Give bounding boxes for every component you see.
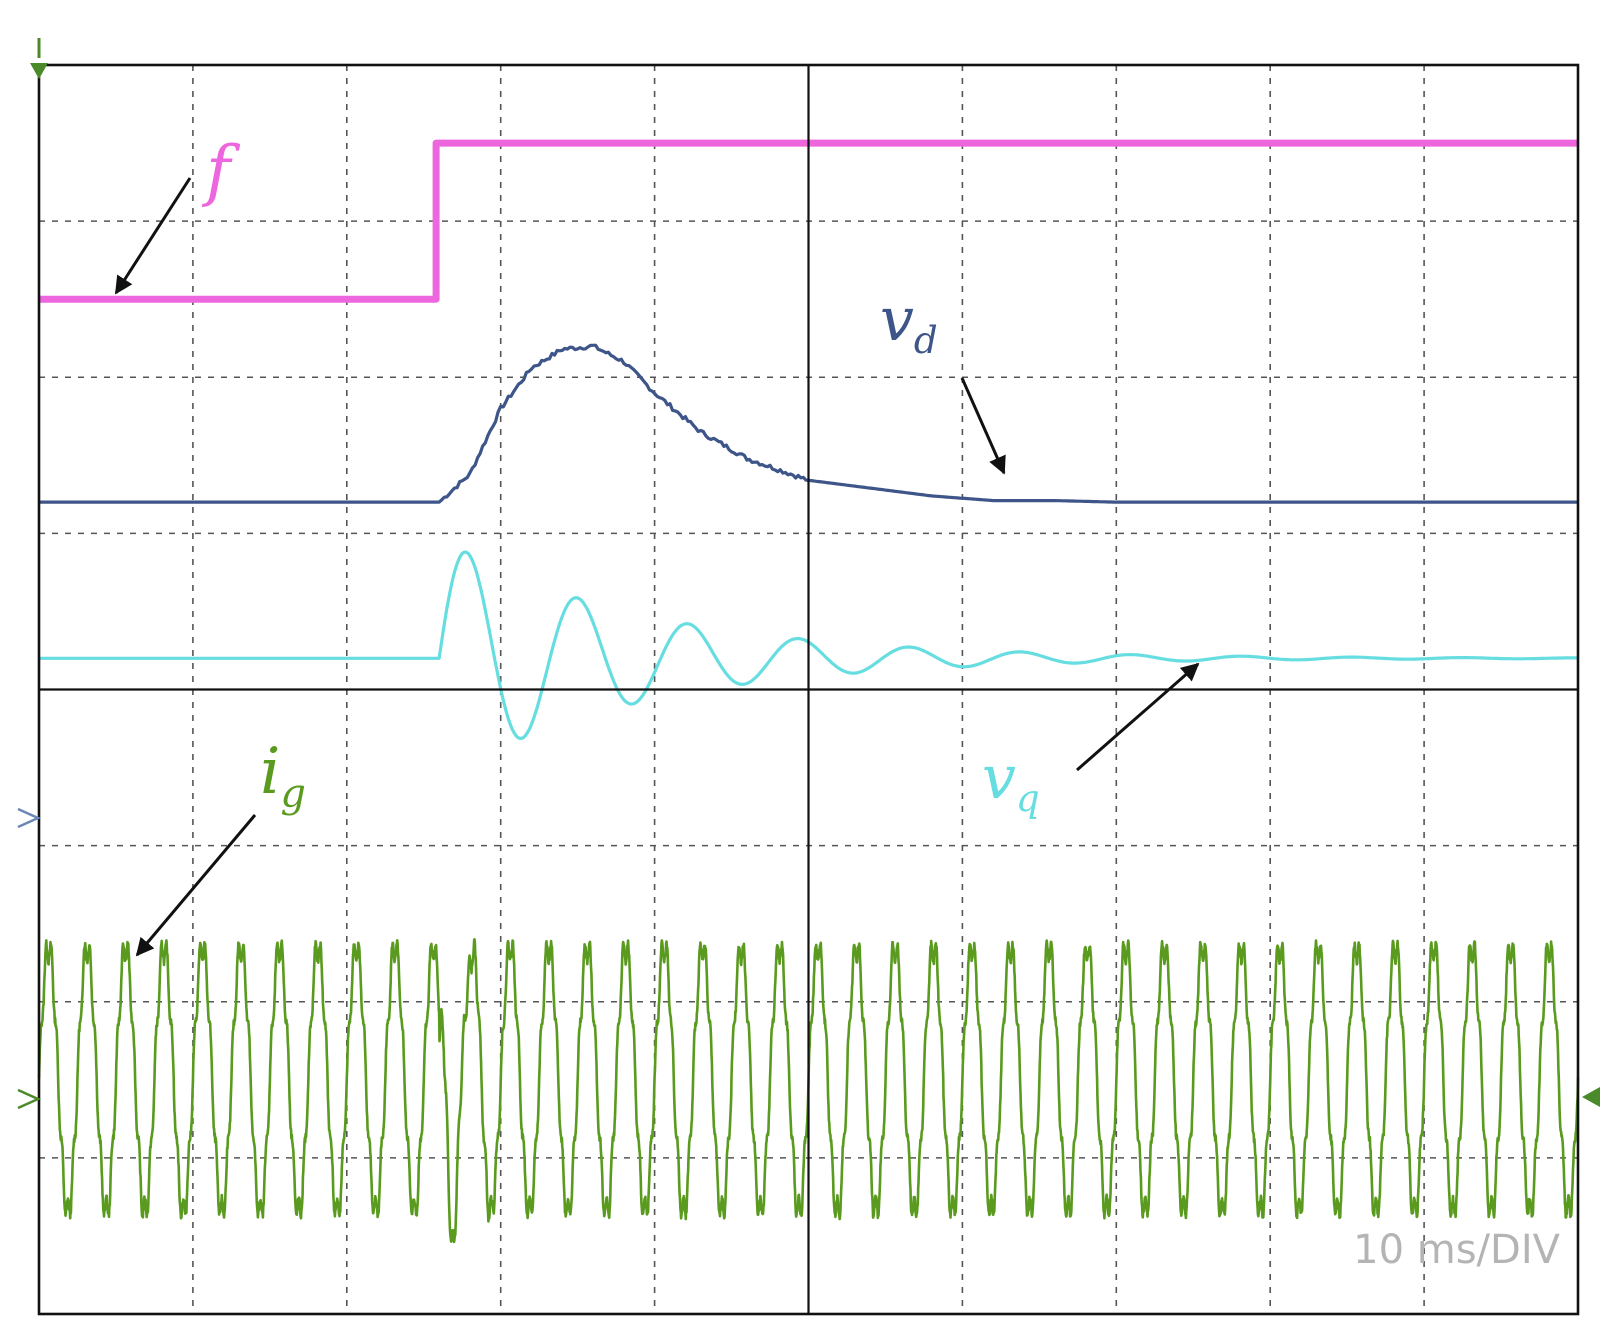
label-vq: vq xyxy=(982,743,1040,820)
trigger-marker-icon xyxy=(30,63,48,79)
arrow-vd xyxy=(960,377,1006,475)
channel-offset-marker-icon xyxy=(17,1088,42,1110)
channel-markers xyxy=(17,38,1600,1110)
arrow-f xyxy=(114,177,192,295)
frame xyxy=(37,63,1580,1316)
arrow-vq xyxy=(1076,662,1200,772)
arrow-ig xyxy=(135,814,257,957)
label-vd: vd xyxy=(880,285,938,362)
timebase-label: 10 ms/DIV xyxy=(1353,1227,1560,1273)
label-f: f xyxy=(201,132,241,209)
trigger-level-marker-icon xyxy=(1582,1087,1600,1107)
annotations: f vd vq ig xyxy=(114,132,1200,957)
channel-offset-marker-icon xyxy=(17,807,42,829)
label-ig: ig xyxy=(260,735,306,817)
trace-f xyxy=(39,139,1578,303)
